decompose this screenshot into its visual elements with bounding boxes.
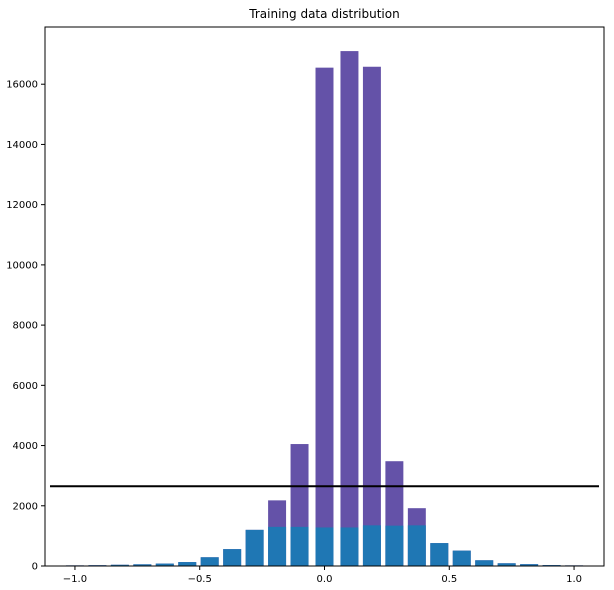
- bar-total-11: [315, 67, 334, 566]
- bar-balanced-7: [223, 549, 242, 566]
- y-axis: 0 2000 4000 6000 8000 10000 12000 14000 16000: [6, 80, 45, 573]
- x-tick-label-0: −1.0: [63, 574, 87, 585]
- bar-balanced-17: [452, 550, 471, 566]
- y-tick-label-0: 0: [32, 562, 38, 573]
- bar-balanced-16: [430, 543, 449, 566]
- y-tick-label-3: 6000: [13, 381, 38, 392]
- y-tick-label-8: 16000: [6, 80, 38, 91]
- chart-title: Training data distribution: [248, 7, 399, 21]
- bar-balanced-14: [385, 525, 404, 566]
- y-tick-label-5: 10000: [6, 260, 38, 271]
- bar-balanced-3: [133, 564, 152, 566]
- bar-balanced-18: [475, 560, 494, 566]
- bar-balanced-10: [290, 526, 309, 566]
- bar-balanced-8: [245, 529, 264, 566]
- bar-balanced-5: [178, 562, 197, 566]
- bar-balanced-4: [155, 563, 174, 566]
- y-tick-label-1: 2000: [13, 501, 38, 512]
- bar-balanced-12: [340, 527, 359, 566]
- bar-balanced-15: [407, 525, 426, 566]
- x-axis: −1.0 −0.5 0.0 0.5 1.0: [63, 566, 582, 585]
- x-tick-label-3: 0.5: [441, 574, 457, 585]
- y-tick-label-6: 12000: [6, 200, 38, 211]
- bar-balanced-13: [362, 525, 381, 566]
- bar-balanced-19: [497, 563, 516, 566]
- x-tick-label-2: 0.0: [317, 574, 333, 585]
- bar-balanced-11: [315, 527, 334, 566]
- y-tick-label-2: 4000: [13, 441, 38, 452]
- bar-total-12: [340, 51, 359, 567]
- y-tick-label-7: 14000: [6, 140, 38, 151]
- x-tick-label-1: −0.5: [188, 574, 212, 585]
- bar-balanced-9: [268, 526, 287, 566]
- bars: [65, 51, 584, 567]
- y-tick-label-4: 8000: [13, 321, 38, 332]
- bar-total-13: [362, 66, 381, 566]
- bar-balanced-6: [200, 557, 219, 566]
- bar-balanced-2: [110, 564, 129, 566]
- x-tick-label-4: 1.0: [566, 574, 582, 585]
- bar-balanced-20: [520, 564, 539, 566]
